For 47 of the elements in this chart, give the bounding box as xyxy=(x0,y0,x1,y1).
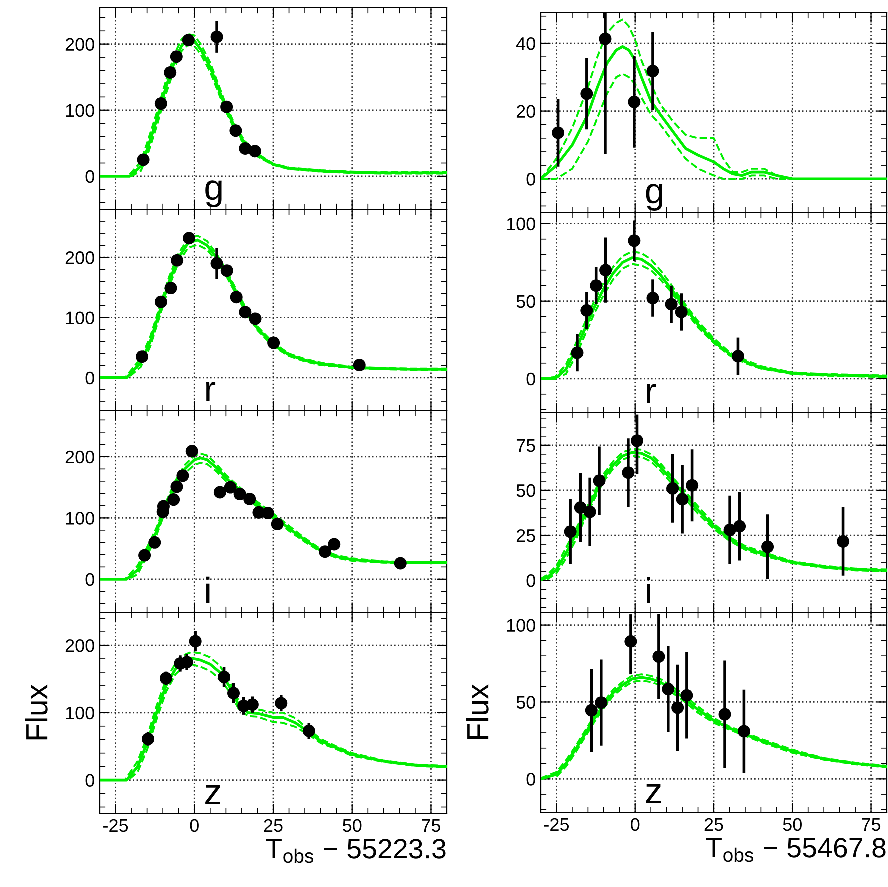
y-tick-label: 0 xyxy=(86,573,94,586)
y-tick-label: 20 xyxy=(516,105,536,118)
x-tick-label: 75 xyxy=(422,820,441,832)
y-axis-title: Flux xyxy=(466,684,489,740)
annotation: i xyxy=(206,576,210,603)
annotation: r xyxy=(647,384,656,404)
annotation: g xyxy=(206,180,222,208)
x-axis-title: T$_{obs}$ − 55467.8 xyxy=(706,838,886,862)
y-tick-label: 50 xyxy=(516,484,536,498)
x-tick-label: -25 xyxy=(104,819,128,832)
y-tick-label: 0 xyxy=(526,173,536,186)
y-tick-label: 0 xyxy=(86,170,94,184)
y-tick-label: 200 xyxy=(66,639,94,652)
annotation: z xyxy=(206,785,220,804)
annotation: i xyxy=(647,577,650,604)
y-tick-label: 25 xyxy=(516,529,536,542)
annotation: r xyxy=(206,382,216,402)
y-axis-title: Flux xyxy=(25,684,48,740)
y-tick-label: 0 xyxy=(526,773,536,786)
x-tick-label: 50 xyxy=(343,819,362,832)
x-tick-label: 75 xyxy=(862,818,881,832)
y-tick-label: 0 xyxy=(526,372,536,386)
x-tick-label: 50 xyxy=(783,818,802,832)
annotation: z xyxy=(646,784,662,804)
y-tick-label: 100 xyxy=(66,312,94,324)
x-tick-label: -25 xyxy=(544,818,570,832)
y-tick-label: 100 xyxy=(66,104,94,118)
x-tick-label: 0 xyxy=(631,818,640,832)
y-tick-label: 100 xyxy=(507,619,536,632)
y-tick-label: 100 xyxy=(66,706,94,720)
y-tick-label: 200 xyxy=(66,252,94,264)
y-tick-label: 75 xyxy=(516,440,536,452)
y-tick-label: 100 xyxy=(66,512,94,525)
y-tick-label: 200 xyxy=(66,38,94,52)
y-tick-label: 0 xyxy=(526,574,536,588)
y-tick-label: 50 xyxy=(516,295,536,308)
y-tick-label: 200 xyxy=(66,450,94,464)
x-axis-title: T$_{obs}$ − 55223.3 xyxy=(266,839,446,864)
y-tick-label: 50 xyxy=(516,696,536,709)
y-tick-label: 40 xyxy=(516,37,536,50)
y-tick-label: 100 xyxy=(507,218,536,231)
x-tick-label: 25 xyxy=(704,818,724,832)
x-tick-label: 25 xyxy=(264,819,283,832)
x-tick-label: 0 xyxy=(190,819,199,832)
y-tick-label: 0 xyxy=(86,774,94,788)
y-tick-label: 0 xyxy=(86,372,94,385)
annotation: g xyxy=(646,184,663,211)
